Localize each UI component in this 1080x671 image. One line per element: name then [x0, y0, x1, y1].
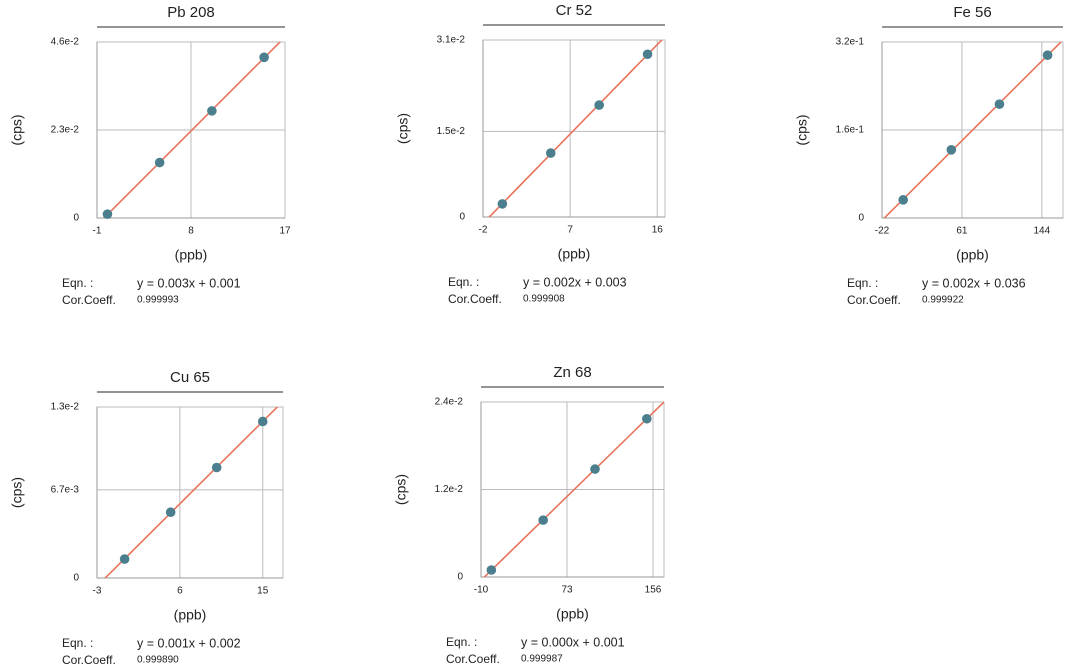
data-point	[594, 100, 604, 110]
coeff: 0.999922	[922, 295, 964, 306]
fit-line	[483, 402, 664, 577]
y-tick-label: 4.6e-2	[51, 37, 80, 48]
data-point	[257, 416, 268, 427]
fit-line	[102, 42, 282, 218]
equation: y = 0.002x + 0.003	[523, 275, 627, 289]
data-point	[1042, 50, 1053, 60]
data-point	[641, 413, 652, 424]
equation-label: Eqn. :	[446, 635, 477, 649]
y-tick-label: 0	[457, 572, 463, 583]
y-axis-label: (cps)	[9, 114, 25, 145]
x-axis-label: (ppb)	[175, 247, 208, 263]
x-tick-label: 73	[561, 585, 573, 596]
x-axis-label: (ppb)	[956, 247, 989, 263]
coeff: 0.999993	[137, 295, 179, 306]
coeff-label: Cor.Coeff.	[62, 293, 116, 307]
data-point	[119, 554, 130, 564]
coeff-label: Cor.Coeff.	[446, 652, 500, 666]
y-tick-label: 1.5e-2	[437, 126, 466, 137]
equation-label: Eqn. :	[847, 276, 878, 290]
y-tick-label: 2.4e-2	[435, 397, 464, 408]
chart-title: Cr 52	[556, 2, 593, 19]
y-tick-label: 0	[73, 213, 79, 224]
data-point	[497, 199, 508, 209]
data-point	[994, 99, 1005, 109]
equation-label: Eqn. :	[62, 276, 93, 290]
x-tick-label: -2	[479, 225, 488, 236]
data-point	[486, 565, 497, 575]
fit-line	[104, 407, 279, 578]
equation: y = 0.002x + 0.036	[922, 276, 1026, 290]
x-tick-label: 6	[177, 586, 183, 597]
y-axis-label: (cps)	[794, 114, 810, 145]
y-axis-label: (cps)	[9, 477, 25, 508]
chart-panel: Fe 56 0 1.6e-1 3.2e-1 -22 61 144 (cps) (ppb) Eqn.…	[794, 4, 1064, 307]
chart-panel: Pb 208 0 2.3e-2 4.6e-2 -1 8 17 (cps) (ppb) Eqn. :…	[9, 4, 291, 307]
x-tick-label: -3	[93, 586, 102, 597]
chart-title: Cu 65	[170, 369, 210, 386]
chart-panel: Cu 65 0 6.7e-3 1.3e-2 -3 6 15 (cps) (ppb) Eqn. : y…	[9, 369, 284, 667]
data-point	[538, 515, 548, 525]
coeff-label: Cor.Coeff.	[62, 653, 116, 667]
x-axis-label: (ppb)	[558, 246, 591, 262]
data-point	[211, 462, 222, 473]
equation: y = 0.003x + 0.001	[137, 276, 241, 290]
x-axis-label: (ppb)	[556, 606, 589, 622]
data-point	[165, 507, 176, 518]
data-point	[154, 157, 165, 168]
data-point	[102, 209, 113, 219]
y-axis-label: (cps)	[395, 113, 411, 144]
data-point	[207, 106, 217, 116]
y-tick-label: 1.3e-2	[51, 402, 80, 413]
y-tick-label: 2.3e-2	[51, 125, 80, 136]
y-tick-label: 0	[459, 212, 465, 223]
x-axis-label: (ppb)	[174, 607, 207, 623]
data-point	[259, 52, 269, 63]
y-tick-label: 6.7e-3	[51, 485, 80, 496]
x-tick-label: 15	[257, 586, 269, 597]
coeff: 0.999890	[137, 655, 179, 666]
fit-line	[488, 40, 663, 217]
x-tick-label: 17	[279, 226, 291, 237]
equation: y = 0.000x + 0.001	[521, 635, 625, 649]
data-point	[946, 145, 957, 155]
coeff: 0.999908	[523, 294, 565, 305]
y-tick-label: 3.2e-1	[836, 37, 865, 48]
x-tick-label: -1	[93, 226, 102, 237]
equation-label: Eqn. :	[448, 275, 479, 289]
y-tick-label: 3.1e-2	[437, 35, 466, 46]
x-tick-label: 61	[956, 226, 968, 237]
coeff-label: Cor.Coeff.	[847, 293, 901, 307]
y-tick-label: 0	[858, 213, 864, 224]
data-point	[545, 148, 556, 158]
x-tick-label: 8	[188, 226, 194, 237]
y-axis-label: (cps)	[393, 474, 409, 505]
chart-title: Zn 68	[553, 364, 591, 381]
fit-line	[883, 42, 1063, 218]
y-tick-label: 1.2e-2	[435, 484, 464, 495]
data-point	[898, 195, 908, 205]
x-tick-label: -10	[474, 585, 489, 596]
equation-label: Eqn. :	[62, 636, 93, 650]
x-tick-label: 144	[1033, 226, 1050, 237]
x-tick-label: 156	[645, 585, 662, 596]
x-tick-label: 16	[652, 225, 664, 236]
chart-title: Pb 208	[167, 4, 215, 21]
x-tick-label: 7	[567, 225, 573, 236]
coeff: 0.999987	[521, 654, 563, 665]
plot-frame	[96, 406, 284, 579]
chart-panel: Zn 68 0 1.2e-2 2.4e-2 -10 73 156 (cps) (ppb) Eqn.…	[393, 364, 665, 666]
y-tick-label: 1.6e-1	[836, 125, 865, 136]
y-tick-label: 0	[73, 573, 79, 584]
chart-panel: Cr 52 0 1.5e-2 3.1e-2 -2 7 16 (cps) (ppb) Eqn. : y…	[395, 2, 666, 306]
plot-frame	[482, 39, 666, 218]
coeff-label: Cor.Coeff.	[448, 292, 502, 306]
data-point	[642, 49, 653, 60]
chart-title: Fe 56	[953, 4, 991, 21]
equation: y = 0.001x + 0.002	[137, 636, 241, 650]
data-point	[590, 464, 600, 474]
x-tick-label: -22	[875, 226, 890, 237]
